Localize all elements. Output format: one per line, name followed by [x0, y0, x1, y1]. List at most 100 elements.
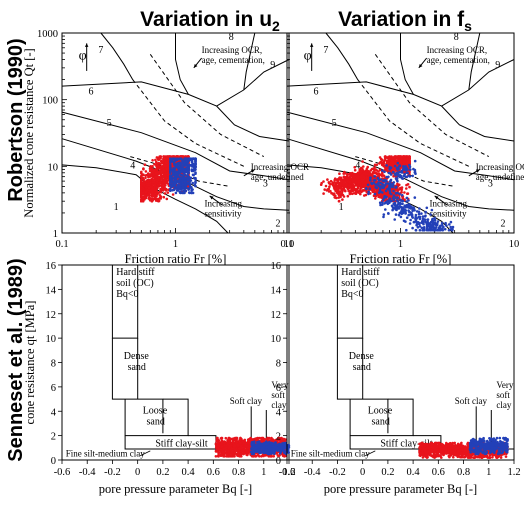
data-point-blue: [430, 227, 434, 230]
data-point-blue: [186, 165, 190, 168]
data-point-blue: [191, 191, 195, 195]
data-point-red: [162, 155, 166, 159]
data-point-red: [154, 175, 158, 179]
data-point-red: [161, 175, 165, 178]
y-tick-label: 1: [53, 229, 58, 240]
data-point-blue: [169, 171, 172, 175]
data-point-red: [406, 158, 409, 161]
data-point-blue: [404, 206, 408, 209]
data-point-blue: [421, 217, 425, 221]
data-point-red: [162, 195, 166, 199]
zone-boundary-5: [400, 33, 414, 95]
data-point-blue: [424, 214, 427, 217]
data-point-blue: [398, 192, 402, 196]
data-point-blue: [182, 162, 186, 165]
zone-dashed-2: [149, 54, 265, 158]
data-point-blue: [411, 209, 414, 213]
data-point-red: [156, 191, 160, 195]
data-point-red: [385, 156, 389, 159]
data-point-red: [222, 441, 226, 445]
data-point-red: [360, 180, 364, 183]
data-point-blue: [408, 222, 412, 225]
data-point-red: [270, 436, 273, 440]
data-point-red: [224, 446, 228, 449]
data-point-blue: [179, 184, 182, 187]
data-point-blue: [194, 166, 197, 169]
data-point-blue: [412, 220, 416, 224]
data-point-blue: [429, 213, 432, 216]
zone-label-1: 1: [339, 202, 344, 213]
data-point-red: [360, 185, 363, 189]
data-point-blue: [443, 227, 447, 231]
data-point-blue: [386, 202, 390, 206]
data-point-red: [219, 437, 223, 440]
data-point-blue: [381, 191, 384, 194]
data-point-red: [367, 170, 371, 173]
x-tick-label: 0: [135, 467, 140, 478]
data-point-red: [161, 178, 165, 182]
data-point-blue: [436, 220, 440, 223]
data-point-red: [152, 187, 155, 191]
data-point-red: [151, 165, 154, 168]
data-point-red: [254, 437, 258, 440]
data-point-blue: [396, 161, 400, 165]
data-point-blue: [178, 191, 182, 194]
zone-boundary-8: [325, 32, 359, 80]
data-point-blue: [176, 166, 180, 170]
zone-label-9: 9: [270, 60, 275, 71]
data-point-red: [379, 160, 383, 163]
data-point-blue: [194, 159, 197, 163]
data-point-red: [333, 196, 337, 199]
data-point-blue: [381, 169, 384, 172]
data-point-blue: [414, 228, 418, 232]
data-point-blue: [437, 228, 440, 232]
data-point-blue: [185, 159, 188, 163]
data-point-red: [328, 185, 331, 188]
data-point-blue: [376, 176, 380, 180]
data-point-blue: [413, 159, 417, 163]
data-point-blue: [399, 198, 402, 201]
phi-symbol: φ: [304, 49, 312, 64]
data-point-red: [171, 193, 175, 196]
data-point-blue: [387, 199, 390, 202]
data-point-red: [150, 175, 154, 178]
data-point-blue: [384, 208, 387, 211]
data-point-blue: [418, 221, 421, 225]
phi-arrow-head: [84, 43, 89, 47]
zone-label-2: 2: [501, 219, 506, 230]
data-point-blue: [391, 182, 394, 186]
data-point-red: [360, 170, 363, 174]
zone-label-loose: Loose sand: [143, 406, 168, 428]
data-point-red: [331, 181, 335, 184]
data-point-blue: [181, 167, 185, 170]
data-point-blue: [373, 178, 377, 182]
axis-ticks: [61, 35, 285, 234]
data-point-blue: [402, 166, 406, 170]
data-point-blue: [394, 191, 398, 195]
data-point-red: [144, 193, 147, 197]
data-point-blue: [411, 216, 415, 219]
data-point-blue: [408, 175, 412, 178]
phi-symbol: φ: [79, 49, 87, 64]
data-point-red: [382, 161, 386, 165]
data-point-blue: [399, 215, 403, 219]
data-point-red: [159, 171, 162, 175]
data-point-red: [148, 189, 151, 193]
data-point-red: [405, 187, 408, 190]
data-point-blue: [405, 216, 409, 219]
data-point-blue: [444, 221, 447, 225]
data-point-red: [396, 182, 399, 186]
data-point-blue: [390, 204, 394, 208]
data-point-red: [239, 452, 243, 456]
data-point-red: [162, 185, 166, 188]
data-point-blue: [182, 186, 185, 189]
data-point-red: [145, 186, 148, 189]
data-point-blue: [169, 157, 172, 160]
data-point-blue: [425, 206, 429, 210]
data-point-blue: [420, 212, 423, 215]
data-point-blue: [171, 160, 174, 163]
y-axis-label: cone resistance qt [MPa]: [23, 301, 37, 425]
data-point-red: [348, 184, 351, 187]
data-point-red: [408, 185, 411, 189]
